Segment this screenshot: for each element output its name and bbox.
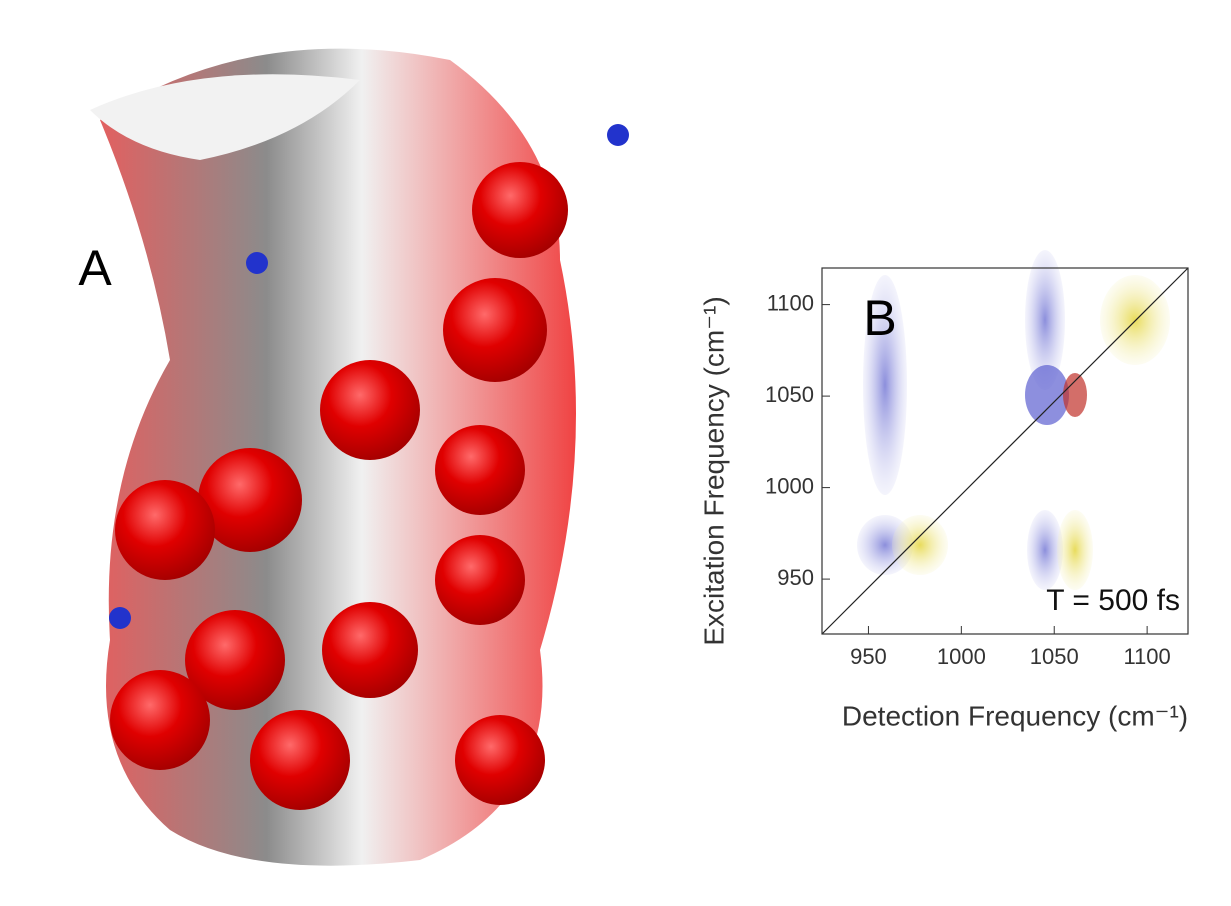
x-tick-label: 1100 (1123, 644, 1170, 669)
panel-label: A (78, 240, 112, 296)
y-tick-label: 1000 (765, 473, 814, 498)
x-axis-label: Detection Frequency (cm⁻¹) (842, 700, 1188, 731)
y-axis-label: Excitation Frequency (cm⁻¹) (698, 296, 729, 645)
molecule-illustration (90, 48, 629, 866)
y-tick-label: 1050 (765, 382, 814, 407)
y-tick-label: 950 (777, 565, 814, 590)
plot-frame (821, 267, 1189, 635)
diagonal (821, 267, 1189, 635)
annotation: T = 500 fs (1046, 584, 1180, 617)
spectrum-blobs (857, 250, 1170, 590)
y-tick-label: 1100 (767, 290, 814, 315)
x-tick-label: 1000 (937, 644, 986, 669)
x-tick-label: 1050 (1030, 644, 1079, 669)
panel-label: B (863, 290, 896, 346)
x-tick-label: 950 (850, 644, 887, 669)
